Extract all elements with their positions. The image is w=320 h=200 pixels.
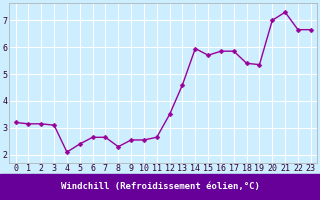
Text: Windchill (Refroidissement éolien,°C): Windchill (Refroidissement éolien,°C) xyxy=(60,182,260,192)
